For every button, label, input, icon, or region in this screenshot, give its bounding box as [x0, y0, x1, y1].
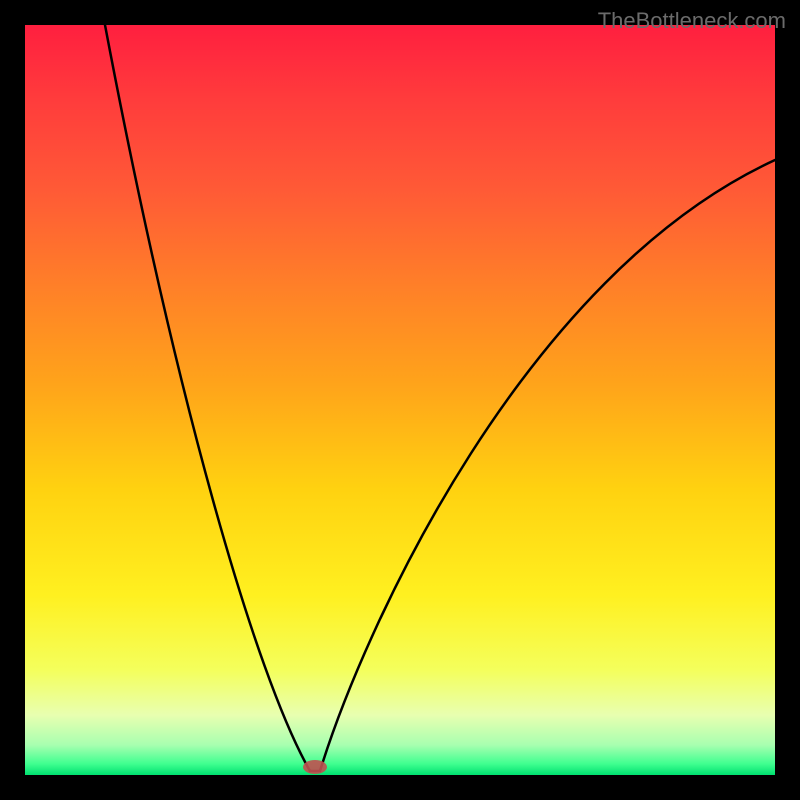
watermark-text: TheBottleneck.com — [598, 8, 786, 34]
chart-svg — [25, 25, 775, 775]
gradient-background — [25, 25, 775, 775]
chart-plot-area — [25, 25, 775, 775]
minimum-marker — [303, 760, 327, 774]
